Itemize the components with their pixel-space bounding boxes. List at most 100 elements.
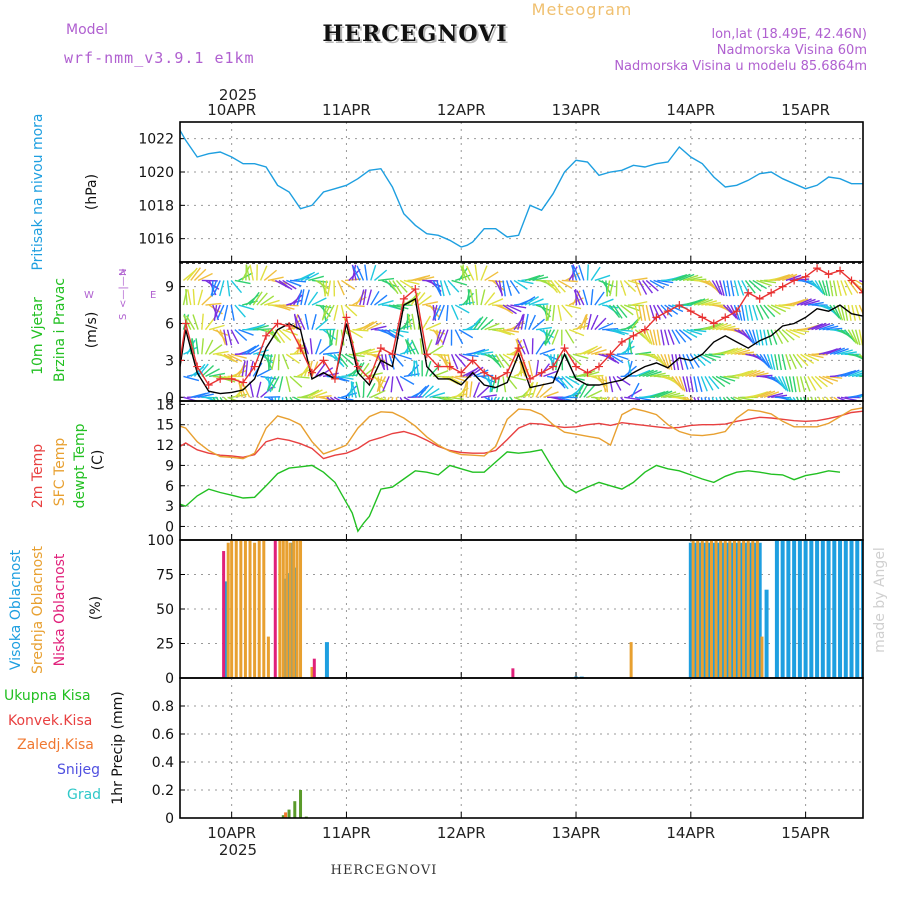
wind-arrow xyxy=(285,353,300,364)
gust-marker xyxy=(801,272,810,281)
wind-arrow xyxy=(836,280,842,297)
wind-arrow xyxy=(395,397,398,401)
y-tick-label: 0 xyxy=(165,519,174,535)
wind-arrow xyxy=(307,291,319,306)
wind-arrow xyxy=(685,376,691,393)
precip-bar xyxy=(293,801,297,818)
wind-arrow xyxy=(704,376,714,391)
wind-arrow xyxy=(226,280,231,297)
wind-arrow xyxy=(719,348,736,355)
wind-arrow xyxy=(777,329,789,343)
wind-arrow xyxy=(807,323,824,331)
wind-arrow xyxy=(785,329,801,339)
bottom-date-label: 13APR xyxy=(552,824,601,842)
wind-arrow xyxy=(297,339,306,355)
wind-arrow xyxy=(545,329,556,344)
precip-bar xyxy=(287,809,291,818)
wind-arrow xyxy=(840,369,857,378)
wind-arrow xyxy=(555,354,559,371)
wind-arrow xyxy=(304,272,320,282)
cloud-bar xyxy=(292,540,296,678)
wind-arrow xyxy=(466,265,475,281)
wind-arrow xyxy=(444,396,458,401)
wind-arrow xyxy=(859,395,863,398)
wind-arrow xyxy=(440,396,453,401)
wind-arrow xyxy=(583,313,588,330)
cloud-low-label: Niska Oblacnost xyxy=(52,553,68,666)
wind-arrow xyxy=(825,347,842,355)
wind-arrow xyxy=(528,360,534,377)
wind-arrow xyxy=(557,304,562,321)
wind-arrow xyxy=(253,349,269,355)
wind-arrow xyxy=(609,328,625,336)
wind-arrow xyxy=(439,280,445,297)
wind-arrow xyxy=(352,328,369,332)
wind-arrow xyxy=(473,316,484,331)
gust-marker xyxy=(193,362,202,371)
wind-arrow xyxy=(474,264,479,281)
wind-arrow xyxy=(352,265,361,281)
wind-arrow xyxy=(404,339,412,355)
wind-arrow xyxy=(645,279,659,292)
cloud-bar xyxy=(299,540,303,678)
wind-arrow xyxy=(576,290,585,306)
wind-arrow xyxy=(194,391,210,398)
wind-arrow xyxy=(612,353,629,361)
y-tick-label: 25 xyxy=(156,637,174,653)
gust-marker xyxy=(652,313,661,322)
wind-arrow xyxy=(435,329,442,346)
wind-arrow xyxy=(219,280,225,297)
wind-arrow xyxy=(741,369,757,378)
wind-arrow xyxy=(686,328,703,336)
wind-arrow xyxy=(668,304,684,313)
wind-arrow xyxy=(829,280,834,297)
wind-arrow xyxy=(635,351,652,355)
wind-arrow xyxy=(825,396,830,401)
wind-arrow xyxy=(493,397,497,401)
wind-arrow xyxy=(270,397,274,401)
cloud-bar xyxy=(511,668,515,678)
wind-arrow xyxy=(311,391,328,398)
cloud-bar xyxy=(230,540,234,678)
wind-arrow xyxy=(480,394,497,399)
wind-arrow xyxy=(415,360,420,377)
station-title-shadow: HERCEGNOVI xyxy=(324,23,509,49)
wind-arrow xyxy=(545,305,548,322)
gust-marker xyxy=(663,307,672,316)
wind-arrow xyxy=(227,353,243,362)
wind-arrow xyxy=(241,345,257,355)
cloud-bar xyxy=(253,542,257,678)
wind-arrow xyxy=(738,351,755,355)
wind-arrow xyxy=(554,396,569,401)
cloud-bar xyxy=(838,540,843,678)
wind-arrow xyxy=(796,298,812,306)
wind-arrow xyxy=(704,301,721,306)
wind-arrow xyxy=(840,280,848,296)
wind-arrow xyxy=(590,349,607,355)
wind-arrow xyxy=(601,353,617,363)
wind-arrow xyxy=(524,274,541,282)
cloud-bar xyxy=(696,540,700,678)
gust-marker xyxy=(388,350,397,359)
wind-arrow xyxy=(603,397,607,401)
wind-arrow xyxy=(744,280,756,294)
wind-arrow xyxy=(447,375,463,385)
wind-arrow xyxy=(350,381,354,398)
wind-arrow xyxy=(204,339,214,355)
wind-arrow xyxy=(620,396,625,401)
wind-arrow xyxy=(337,375,354,380)
wind-arrow xyxy=(315,363,326,377)
wind-arrow xyxy=(748,370,765,378)
wind-arrow xyxy=(230,280,243,294)
wind-arrow xyxy=(458,329,474,339)
wind-arrow xyxy=(561,304,573,318)
wind-arrow xyxy=(678,354,684,371)
wind-arrow xyxy=(496,396,500,401)
wind-arrow xyxy=(473,348,490,355)
gust-marker xyxy=(526,374,535,383)
wind-arrow xyxy=(183,375,200,382)
wind-arrow xyxy=(413,360,416,377)
wind-arrow xyxy=(500,397,504,401)
gust-marker xyxy=(422,350,431,359)
temp-dewpt-label: dewpt Temp xyxy=(72,423,88,508)
